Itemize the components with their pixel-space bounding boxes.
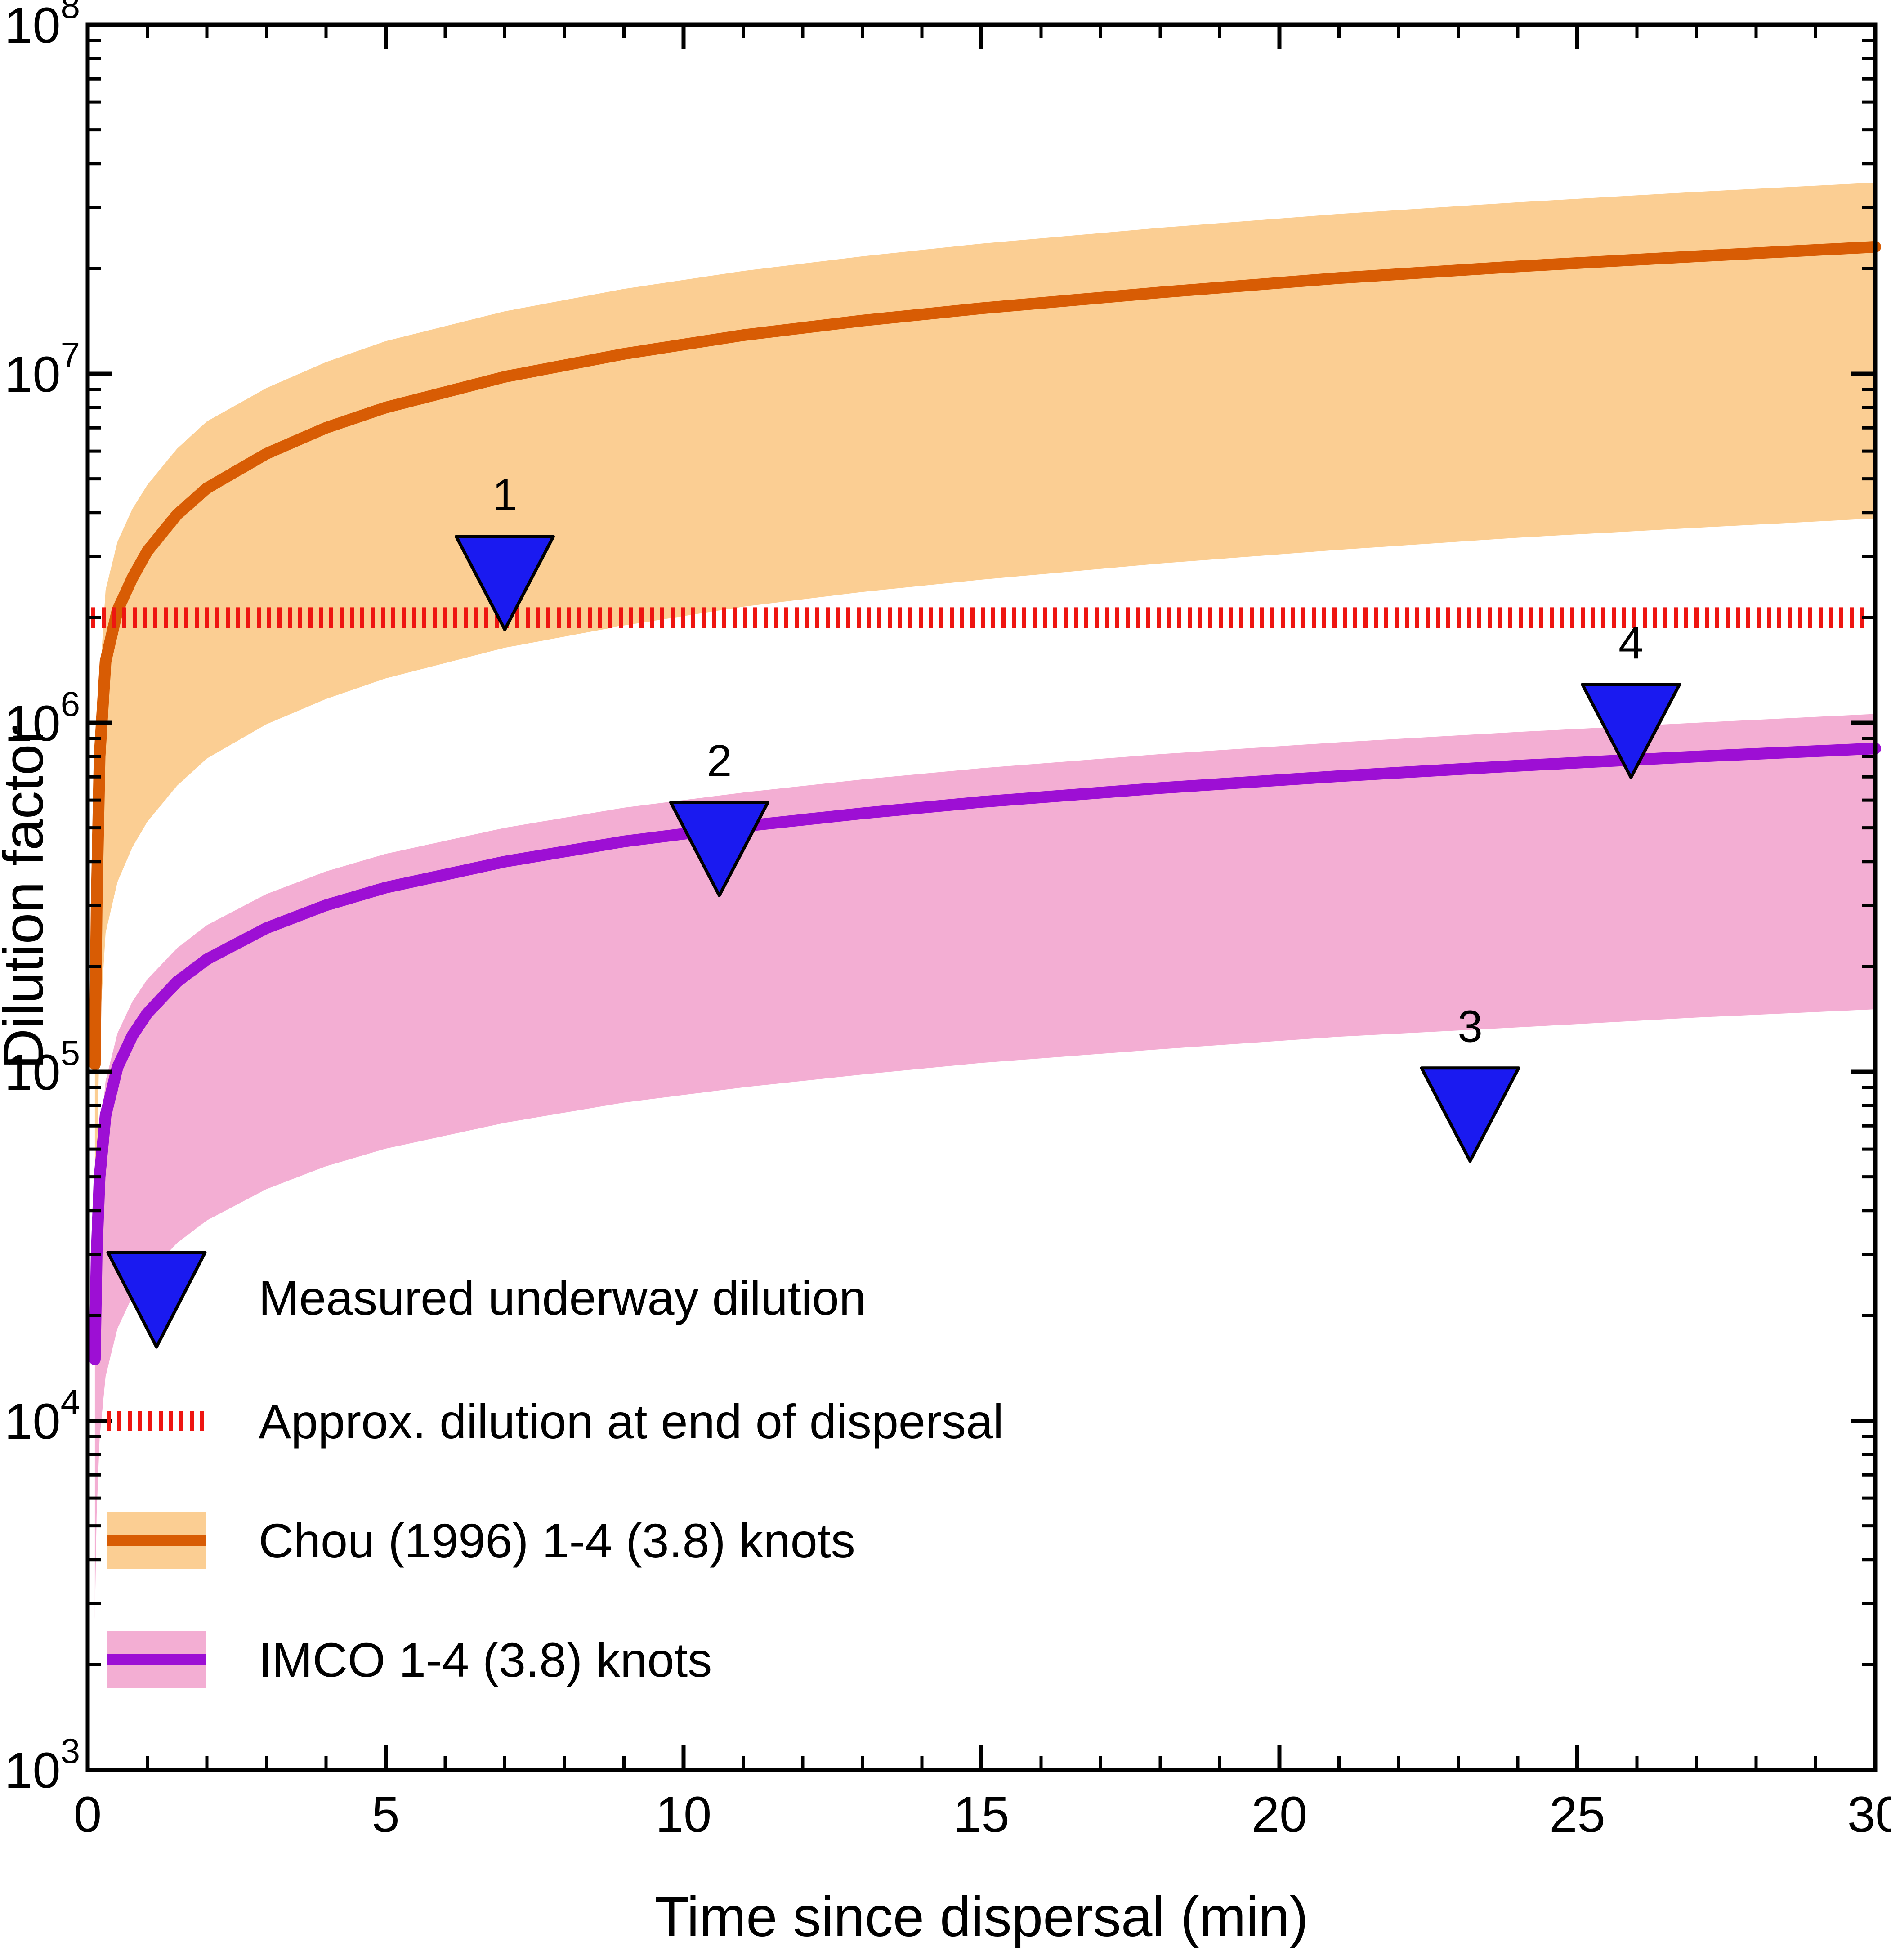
x-axis-tick-label: 0 (74, 1786, 102, 1843)
chou-dilution-line (89, 241, 1881, 1070)
y-axis-tick-label: 107 (4, 335, 80, 403)
x-axis-tick-label: 20 (1252, 1786, 1308, 1843)
imco-uncertainty-band (94, 714, 1876, 1620)
legend: Measured underway dilution Approx. diluti… (106, 1251, 1004, 1688)
imco-dilution-line (89, 743, 1881, 1365)
x-axis-tick-label: 25 (1549, 1786, 1605, 1843)
x-axis-tick-label: 10 (656, 1786, 712, 1843)
measured-point-label: 1 (492, 470, 518, 520)
legend-label: Approx. dilution at end of dispersal (259, 1394, 1004, 1449)
x-axis-tick-label: 30 (1847, 1786, 1891, 1843)
measured-point-label: 4 (1618, 618, 1644, 668)
legend-label: Measured underway dilution (259, 1271, 866, 1325)
measured-point-marker-1 (455, 535, 555, 631)
chou-uncertainty-band (94, 182, 1876, 1332)
legend-label: Chou (1996) 1-4 (3.8) knots (259, 1513, 855, 1568)
y-axis-tick-label: 108 (4, 0, 80, 54)
measured-point-label: 2 (707, 736, 732, 786)
x-axis-tick-label: 5 (371, 1786, 399, 1843)
x-axis-title: Time since dispersal (min) (654, 1886, 1308, 1948)
y-axis-tick-label: 104 (4, 1382, 80, 1450)
y-axis-tick-label: 103 (4, 1731, 80, 1799)
measured-point-marker-2 (669, 801, 769, 897)
measured-point-marker-4 (1581, 683, 1681, 779)
measured-point-label: 3 (1457, 1002, 1483, 1052)
legend-measured-marker-icon (106, 1251, 207, 1349)
x-axis-tick-label: 15 (953, 1786, 1010, 1843)
y-axis-title: Dilution factor (0, 725, 55, 1069)
legend-label: IMCO 1-4 (3.8) knots (259, 1633, 712, 1687)
measured-point-marker-3 (1420, 1066, 1520, 1163)
